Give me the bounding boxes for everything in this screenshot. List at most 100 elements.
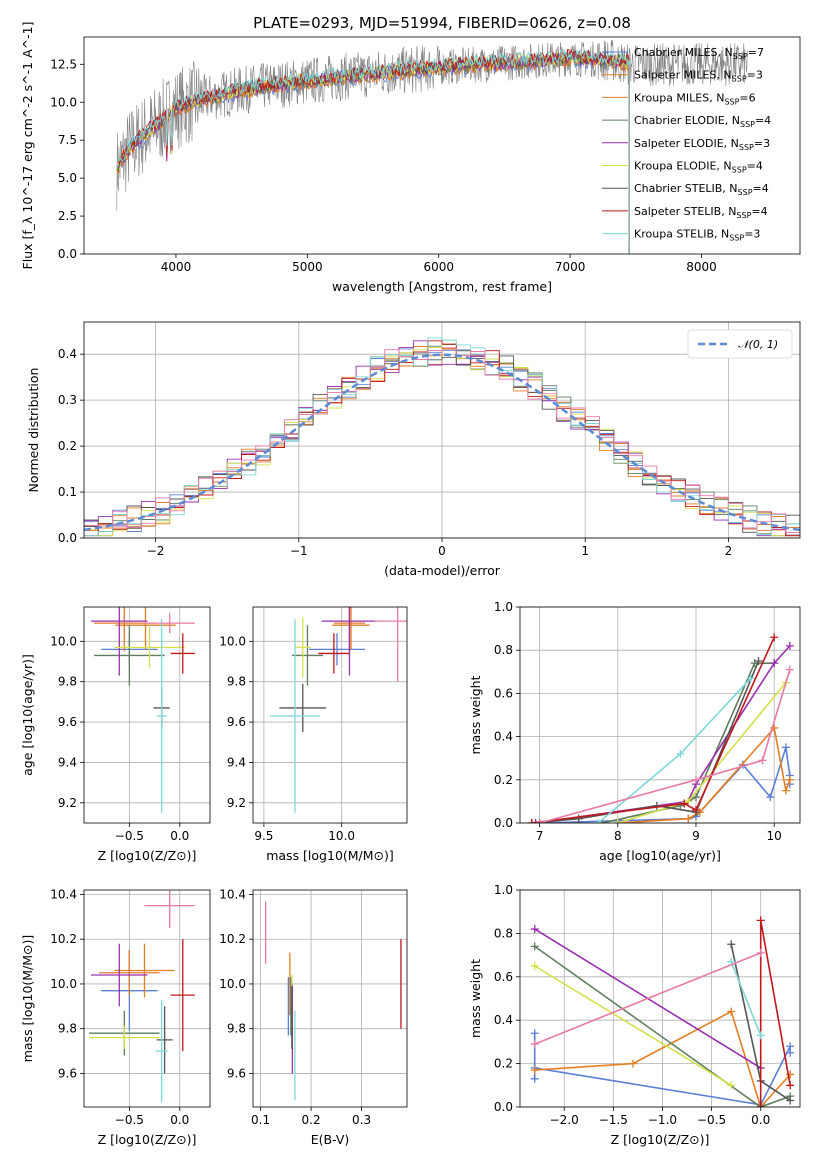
weight-series-line	[531, 660, 760, 823]
y-tick-label: 9.6	[227, 715, 246, 729]
weight-point-marker	[530, 942, 539, 951]
axes-frame	[83, 606, 211, 824]
legend-subscript: SSP	[740, 120, 755, 129]
weight-point-marker	[756, 1031, 765, 1040]
x-tick-label: −0.5	[697, 1113, 726, 1127]
legend-label: 𝒩(0, 1)	[738, 338, 778, 351]
y-tick-label: 0.4	[58, 347, 77, 361]
weight-series-line	[539, 747, 791, 823]
axes-frame	[252, 606, 408, 824]
y-tick-label: 0.2	[58, 439, 77, 453]
weight-point-marker	[676, 749, 685, 758]
weight-point-marker	[594, 819, 603, 823]
model-spectrum-line	[116, 52, 630, 254]
y-tick-label: 0.6	[494, 686, 513, 700]
weight-point-marker	[786, 1096, 795, 1105]
weight-point-marker	[785, 665, 794, 674]
weight-point-marker	[530, 925, 539, 934]
x-tick-label: 5000	[292, 260, 323, 274]
weight-point-marker	[786, 1048, 795, 1057]
weight-point-marker	[628, 1059, 637, 1068]
y-tick-label: 10.4	[219, 887, 246, 901]
x-tick-label: 0.1	[251, 1113, 270, 1127]
y-tick-label: 0.3	[58, 393, 77, 407]
x-tick-label: 4000	[161, 260, 192, 274]
residual-histogram	[84, 340, 800, 537]
weight-point-marker	[652, 801, 661, 810]
legend-label-rest: =3	[744, 228, 760, 241]
legend-subscript: SSP	[739, 143, 754, 152]
legend-label-rest: =4	[753, 182, 769, 195]
panel-mass_vs_ebv: 0.1 0.2 0.3 9.6 9.8 10.0 10.2 10.4 E(B-V)	[219, 887, 408, 1147]
weight-series-line	[535, 645, 791, 823]
y-tick-label: 10.2	[50, 932, 77, 946]
legend-label-rest: =3	[747, 69, 763, 82]
panel-residuals: −2 −1 0 1 2 0.0 0.1 0.2 0.3 0.4 (data-model)/error…	[26, 321, 801, 578]
x-axis-label: age [log10(age/yr)]	[599, 848, 721, 863]
weight-series-line	[534, 965, 732, 1086]
x-axis-label: Z [log10(Z/Z⊙)]	[98, 848, 197, 863]
x-axis-label: mass [log10(M/M⊙)]	[266, 848, 394, 863]
residuals-legend: 𝒩(0, 1)	[687, 329, 793, 359]
y-tick-label: 0.0	[494, 1100, 513, 1114]
x-tick-label: −0.5	[115, 1113, 144, 1127]
y-tick-label: 9.4	[227, 755, 246, 769]
legend-label-rest: =4	[747, 160, 763, 173]
legend-subscript: SSP	[732, 166, 747, 175]
y-tick-label: 10.0	[50, 95, 77, 109]
x-tick-label: 9.5	[254, 829, 273, 843]
residual-histogram	[84, 347, 800, 533]
x-tick-label: 0	[438, 544, 446, 558]
weight-point-marker	[756, 1103, 765, 1107]
y-axis-label: mass [log10(M/M⊙)]	[20, 935, 35, 1063]
x-tick-label: 0.0	[170, 1113, 189, 1127]
legend-subscript: SSP	[736, 211, 751, 220]
legend-label: Chabrier ELODIE, NSSP=4	[634, 114, 771, 129]
x-tick-label: 7	[536, 829, 544, 843]
legend-label: Kroupa ELODIE, NSSP=4	[634, 160, 763, 175]
legend-label: Kroupa MILES, NSSP=6	[634, 91, 756, 106]
axes-frame	[519, 606, 801, 824]
plot-area-mass_vs_ebv	[264, 901, 402, 1101]
weight-point-marker	[785, 775, 794, 784]
y-axis-label: Flux [f_λ 10^-17 erg cm^-2 s^-1 A^-1]	[20, 22, 35, 270]
weight-point-marker	[727, 940, 736, 949]
x-tick-label: 0.3	[352, 1113, 371, 1127]
legend-label: Chabrier STELIB, NSSP=4	[634, 182, 769, 197]
y-tick-label: 9.4	[58, 755, 77, 769]
axes-frame-age_vs_Z: −0.5 0.0 9.2 9.4 9.6 9.8 10.0 Z [log10(Z/Z⊙)] ag…	[20, 606, 211, 863]
x-tick-label: 8000	[686, 260, 717, 274]
y-tick-label: 9.8	[227, 1022, 246, 1036]
x-tick-label: −1	[290, 544, 308, 558]
model-spectrum-line	[116, 48, 630, 254]
y-tick-label: 0.8	[494, 643, 513, 657]
y-tick-label: 0.1	[58, 485, 77, 499]
y-tick-label: 5.0	[58, 171, 77, 185]
y-tick-label: 2.5	[58, 209, 77, 223]
y-axis-label: mass weight	[468, 959, 483, 1038]
weight-point-marker	[574, 814, 583, 823]
x-tick-label: −2.0	[550, 1113, 579, 1127]
legend-label: Salpeter ELODIE, NSSP=3	[634, 137, 770, 152]
x-tick-label: 7000	[555, 260, 586, 274]
axes-frame-weight_vs_age: 7 8 9 10 0.0 0.2 0.4 0.6 0.8 1.0 age [log10(age/yr…	[468, 600, 801, 863]
weight-series-line	[539, 669, 791, 823]
weight-point-marker	[530, 1074, 539, 1083]
weight-point-marker	[527, 819, 536, 823]
weight-series-line	[534, 945, 791, 1107]
legend-label-rest: =4	[751, 205, 767, 218]
legend-subscript: SSP	[732, 75, 747, 84]
x-tick-label: 1	[581, 544, 589, 558]
legend-subscript: SSP	[733, 52, 748, 61]
y-axis-label: mass weight	[468, 675, 483, 754]
weight-point-marker	[758, 756, 767, 765]
panel-weight_vs_age: 7 8 9 10 0.0 0.2 0.4 0.6 0.8 1.0 age [log10(age/yr…	[468, 600, 801, 863]
model-spectrum-line	[116, 51, 630, 254]
figure-title: PLATE=0293, MJD=51994, FIBERID=0626, z=0…	[253, 14, 631, 32]
panel-age_vs_Z: −0.5 0.0 9.2 9.4 9.6 9.8 10.0 Z [log10(Z/Z⊙)] ag…	[20, 606, 211, 863]
y-axis-label: Normed distribution	[26, 368, 41, 493]
plot-area-residuals	[84, 337, 800, 537]
legend-label: Salpeter MILES, NSSP=3	[634, 69, 763, 84]
legend-box	[687, 329, 793, 359]
axes-frame	[252, 889, 408, 1108]
